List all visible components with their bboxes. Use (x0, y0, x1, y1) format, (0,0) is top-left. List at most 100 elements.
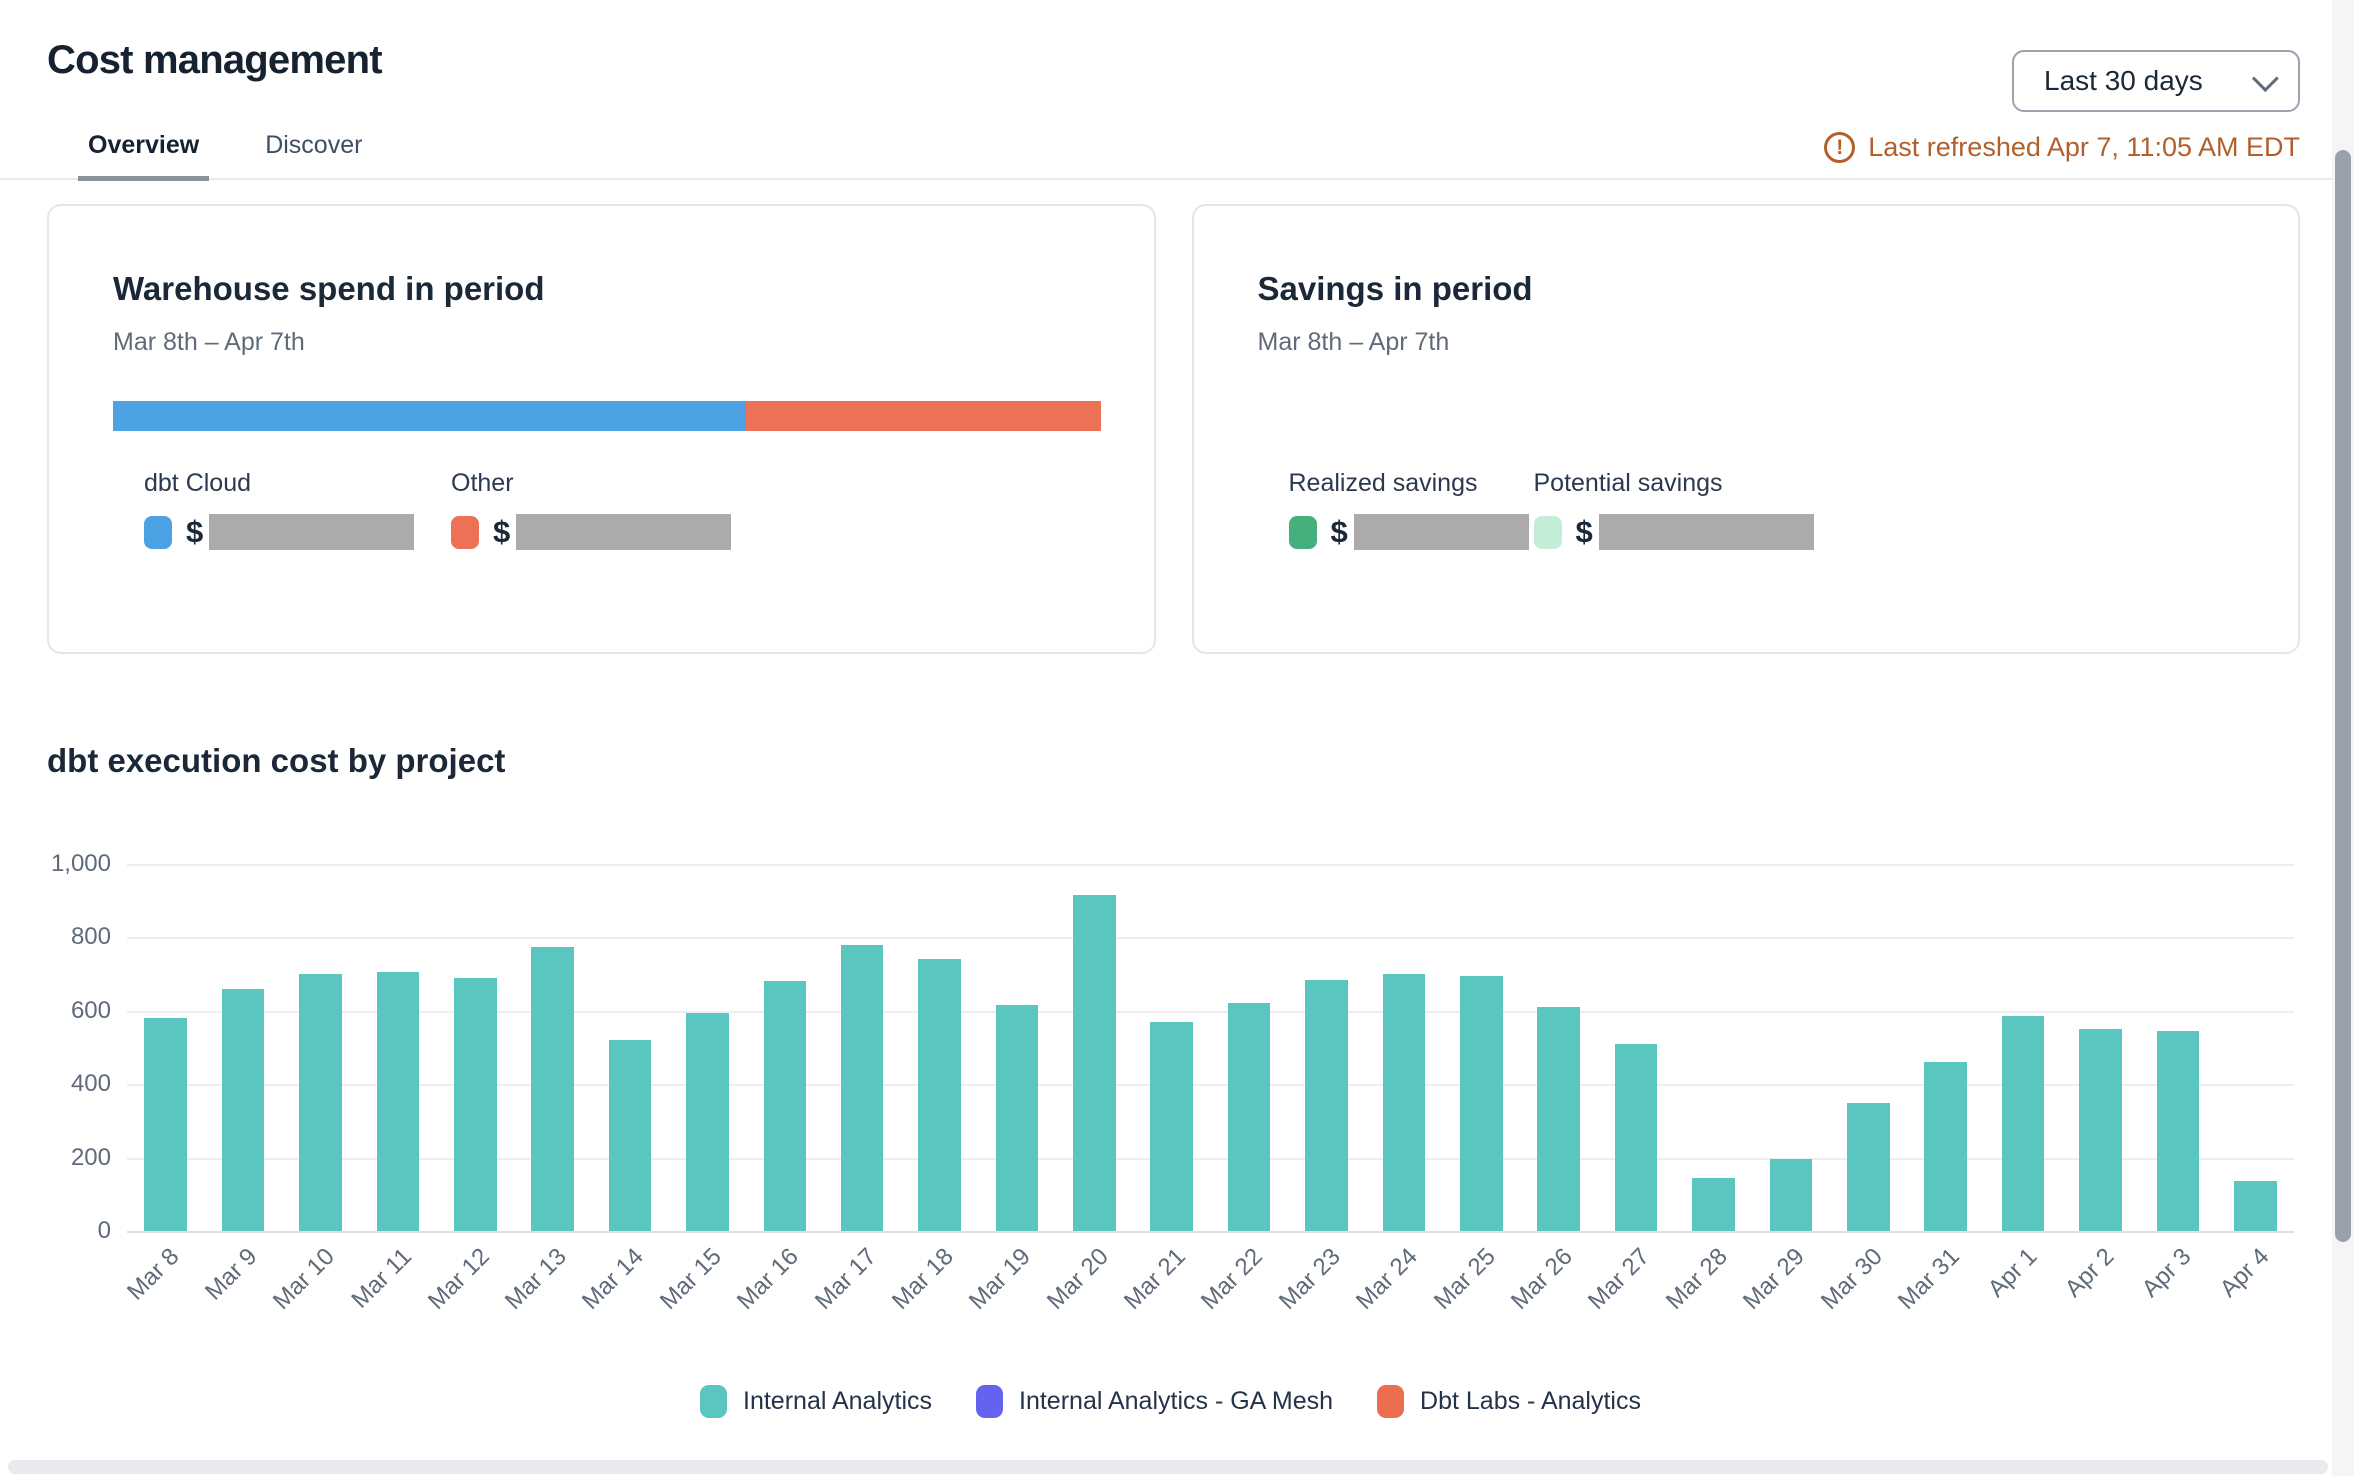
bar-mar-22[interactable] (1227, 1003, 1271, 1231)
bar-slot-mar-28 (1675, 864, 1752, 1231)
warehouse-spend-title: Warehouse spend in period (113, 270, 545, 307)
legend-label: Realized savings (1288, 469, 1478, 497)
bar-mar-16[interactable] (763, 981, 807, 1231)
bar-slot-mar-19 (978, 864, 1055, 1231)
legend-item-internal-analytics[interactable]: Internal Analytics (700, 1385, 932, 1418)
bar-slot-mar-12 (437, 864, 514, 1231)
x-tick-apr-2: Apr 2 (2059, 1231, 2139, 1343)
legend-value-row: $ (1288, 514, 1534, 550)
bar-apr-4[interactable] (2233, 1181, 2277, 1231)
vertical-scrollbar-thumb[interactable] (2335, 150, 2351, 1242)
bar-mar-11[interactable] (376, 972, 420, 1231)
bar-mar-10[interactable] (299, 974, 342, 1231)
bar-mar-25[interactable] (1460, 975, 1503, 1231)
redacted-value (516, 514, 732, 550)
bar-slot-mar-16 (746, 864, 823, 1231)
tab-discover[interactable]: Discover (265, 131, 363, 159)
currency-prefix: $ (186, 514, 204, 549)
dbt-cloud-swatch (144, 515, 172, 549)
legend-label: dbt Cloud (144, 469, 252, 497)
savings-legend: Realized savings $ Potential savings $ (1258, 469, 2247, 550)
gridline-0 (127, 1231, 2294, 1233)
x-tick-mar-24: Mar 24 (1351, 1231, 1442, 1343)
legend-col-realized: Realized savings $ (1288, 469, 1534, 550)
bar-slot-mar-11 (359, 864, 436, 1231)
bar-mar-8[interactable] (144, 1018, 187, 1231)
bar-mar-26[interactable] (1537, 1007, 1580, 1231)
bar-slot-apr-2 (2062, 864, 2139, 1231)
x-tick-label-apr-2: Apr 2 (2059, 1243, 2120, 1303)
bar-mar-23[interactable] (1305, 979, 1348, 1231)
chart-legend: Internal Analytics Internal Analytics - G… (47, 1385, 2294, 1418)
x-tick-label-apr-3: Apr 3 (2137, 1243, 2197, 1303)
x-tick-mar-13: Mar 13 (500, 1231, 591, 1343)
legend-swatch-internal-analytics-ga-mesh (976, 1385, 1004, 1418)
x-tick-apr-1: Apr 1 (1982, 1231, 2061, 1343)
x-tick-label-mar-9: Mar 9 (199, 1243, 263, 1306)
tab-overview[interactable]: Overview (78, 131, 210, 181)
date-range-dropdown[interactable]: Last 30 days (2012, 50, 2300, 112)
bar-slot-mar-15 (669, 864, 746, 1231)
legend-col-other: Other $ (451, 469, 732, 550)
page-title: Cost management (47, 38, 383, 82)
x-tick-mar-10: Mar 10 (268, 1231, 359, 1343)
realized-savings-swatch (1288, 515, 1317, 549)
x-tick-mar-16: Mar 16 (732, 1231, 823, 1343)
tab-bar: Overview Discover (47, 131, 2300, 181)
bar-slot-mar-30 (1830, 864, 1907, 1231)
legend-item-internal-analytics-ga-mesh[interactable]: Internal Analytics - GA Mesh (976, 1385, 1333, 1418)
bar-mar-31[interactable] (1924, 1062, 1967, 1231)
x-tick-label-apr-1: Apr 1 (1982, 1243, 2043, 1303)
bar-mar-30[interactable] (1847, 1102, 1890, 1231)
x-tick-mar-29: Mar 29 (1738, 1231, 1829, 1343)
bar-apr-3[interactable] (2156, 1031, 2200, 1231)
bar-mar-18[interactable] (918, 959, 961, 1231)
currency-prefix: $ (493, 514, 511, 549)
bar-mar-19[interactable] (995, 1005, 1039, 1231)
bar-slot-mar-25 (1443, 864, 1520, 1231)
legend-item-dbt-labs-analytics[interactable]: Dbt Labs - Analytics (1377, 1385, 1641, 1418)
other-swatch (451, 515, 479, 549)
execution-cost-chart: 0 200 400 600 800 1,000 Mar 8 Mar 9 Mar 10 Mar 1… (47, 850, 2294, 1418)
bar-mar-12[interactable] (453, 977, 497, 1231)
bar-slot-apr-4 (2217, 864, 2294, 1231)
bar-mar-27[interactable] (1614, 1043, 1658, 1231)
bar-mar-14[interactable] (608, 1040, 652, 1231)
bars-layer (127, 864, 2294, 1231)
bar-apr-1[interactable] (2001, 1016, 2045, 1231)
legend-col-potential: Potential savings $ (1533, 469, 1814, 550)
x-tick-mar-11: Mar 11 (346, 1231, 436, 1343)
bar-mar-9[interactable] (221, 988, 265, 1231)
y-tick-200: 200 (70, 1143, 111, 1171)
last-refreshed-status: ! Last refreshed Apr 7, 11:05 AM EDT (1824, 132, 2300, 163)
alert-circle-icon: ! (1824, 132, 1856, 163)
legend-label: Other (451, 469, 514, 497)
savings-title: Savings in period (1257, 270, 1533, 307)
legend-value-row: $ (451, 514, 732, 550)
x-tick-label-apr-4: Apr 4 (2214, 1243, 2275, 1303)
bar-mar-20[interactable] (1073, 895, 1116, 1231)
warehouse-spend-period: Mar 8th – Apr 7th (113, 328, 305, 356)
bar-mar-21[interactable] (1150, 1021, 1194, 1231)
bar-mar-13[interactable] (531, 946, 574, 1231)
bar-apr-2[interactable] (2079, 1029, 2122, 1231)
bar-mar-29[interactable] (1769, 1159, 1813, 1231)
spend-segment-other[interactable] (745, 401, 1102, 431)
x-tick-mar-28: Mar 28 (1661, 1231, 1752, 1343)
spend-segment-dbt-cloud[interactable] (113, 401, 746, 431)
chart-section-title: dbt execution cost by project (47, 742, 506, 779)
bar-mar-24[interactable] (1382, 974, 1426, 1231)
horizontal-scrollbar-thumb[interactable] (8, 1460, 2328, 1474)
header: Cost management Last 30 days ! Last refr… (0, 0, 2354, 181)
x-tick-mar-26: Mar 26 (1506, 1231, 1597, 1343)
gridline-1-000 (127, 864, 2294, 866)
x-tick-mar-30: Mar 30 (1815, 1231, 1907, 1343)
bar-mar-15[interactable] (686, 1012, 729, 1231)
bar-slot-mar-14 (591, 864, 668, 1231)
bar-mar-28[interactable] (1692, 1177, 1735, 1231)
bar-slot-apr-1 (1984, 864, 2061, 1231)
last-refreshed-text: Last refreshed Apr 7, 11:05 AM EDT (1868, 132, 2300, 162)
date-range-value: Last 30 days (2044, 65, 2203, 96)
bar-mar-17[interactable] (840, 944, 884, 1231)
legend-swatch-internal-analytics (700, 1385, 728, 1418)
